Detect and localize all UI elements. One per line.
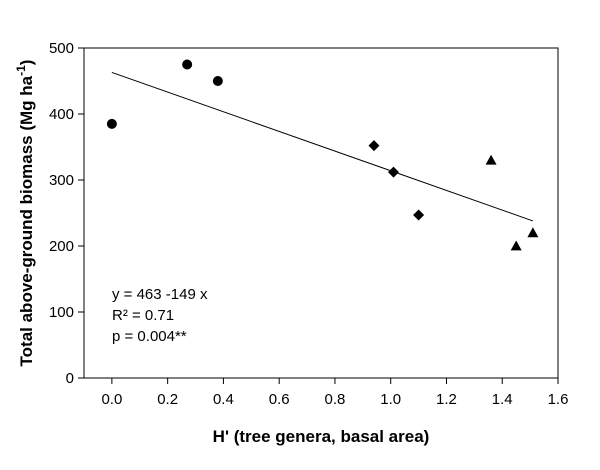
x-tick-label: 1.0: [380, 391, 401, 408]
triangle-point: [527, 227, 539, 238]
x-tick-label: 1.6: [548, 391, 569, 408]
diamond-point: [387, 166, 399, 178]
x-tick-label: 1.2: [436, 391, 457, 408]
triangle-point: [485, 154, 497, 165]
y-tick-label: 0: [66, 370, 74, 387]
r-squared-label: R² = 0.71: [112, 307, 174, 324]
x-tick-label: 0.6: [269, 391, 290, 408]
y-axis-title-superscript: -1: [14, 65, 28, 76]
diamond-point: [413, 209, 425, 221]
y-tick-label: 200: [49, 238, 74, 255]
x-tick-label: 0.2: [157, 391, 178, 408]
x-tick-label: 0.4: [213, 391, 234, 408]
circle-point: [182, 59, 193, 70]
y-tick-label: 400: [49, 106, 74, 123]
x-axis-ticks: 0.0 0.2 0.4 0.6 0.8 1.0 1.2 1.4 1.6: [101, 378, 568, 408]
x-tick-label: 0.8: [325, 391, 346, 408]
x-tick-label: 1.4: [492, 391, 513, 408]
data-points: [106, 59, 539, 251]
triangle-point: [510, 240, 522, 251]
circle-point: [106, 118, 117, 129]
y-tick-label: 500: [49, 40, 74, 57]
diamond-point: [368, 140, 380, 152]
y-axis-title: Total above-ground biomass (Mg ha-1): [14, 60, 36, 367]
y-axis-ticks: 0 100 200 300 400 500: [49, 40, 84, 387]
regression-equation: y = 463 -149 x: [112, 286, 208, 303]
y-tick-label: 300: [49, 172, 74, 189]
x-tick-label: 0.0: [101, 391, 122, 408]
p-value-label: p = 0.004**: [112, 328, 187, 345]
y-tick-label: 100: [49, 304, 74, 321]
circle-point: [212, 76, 223, 86]
regression-line-group: [111, 71, 534, 222]
y-axis-title-main: Total above-ground biomass (Mg ha: [17, 75, 36, 366]
regression-line: [111, 71, 534, 222]
y-axis-title-close: ): [17, 60, 36, 66]
x-axis-title: H' (tree genera, basal area): [213, 427, 430, 446]
plot-frame: [83, 47, 559, 379]
